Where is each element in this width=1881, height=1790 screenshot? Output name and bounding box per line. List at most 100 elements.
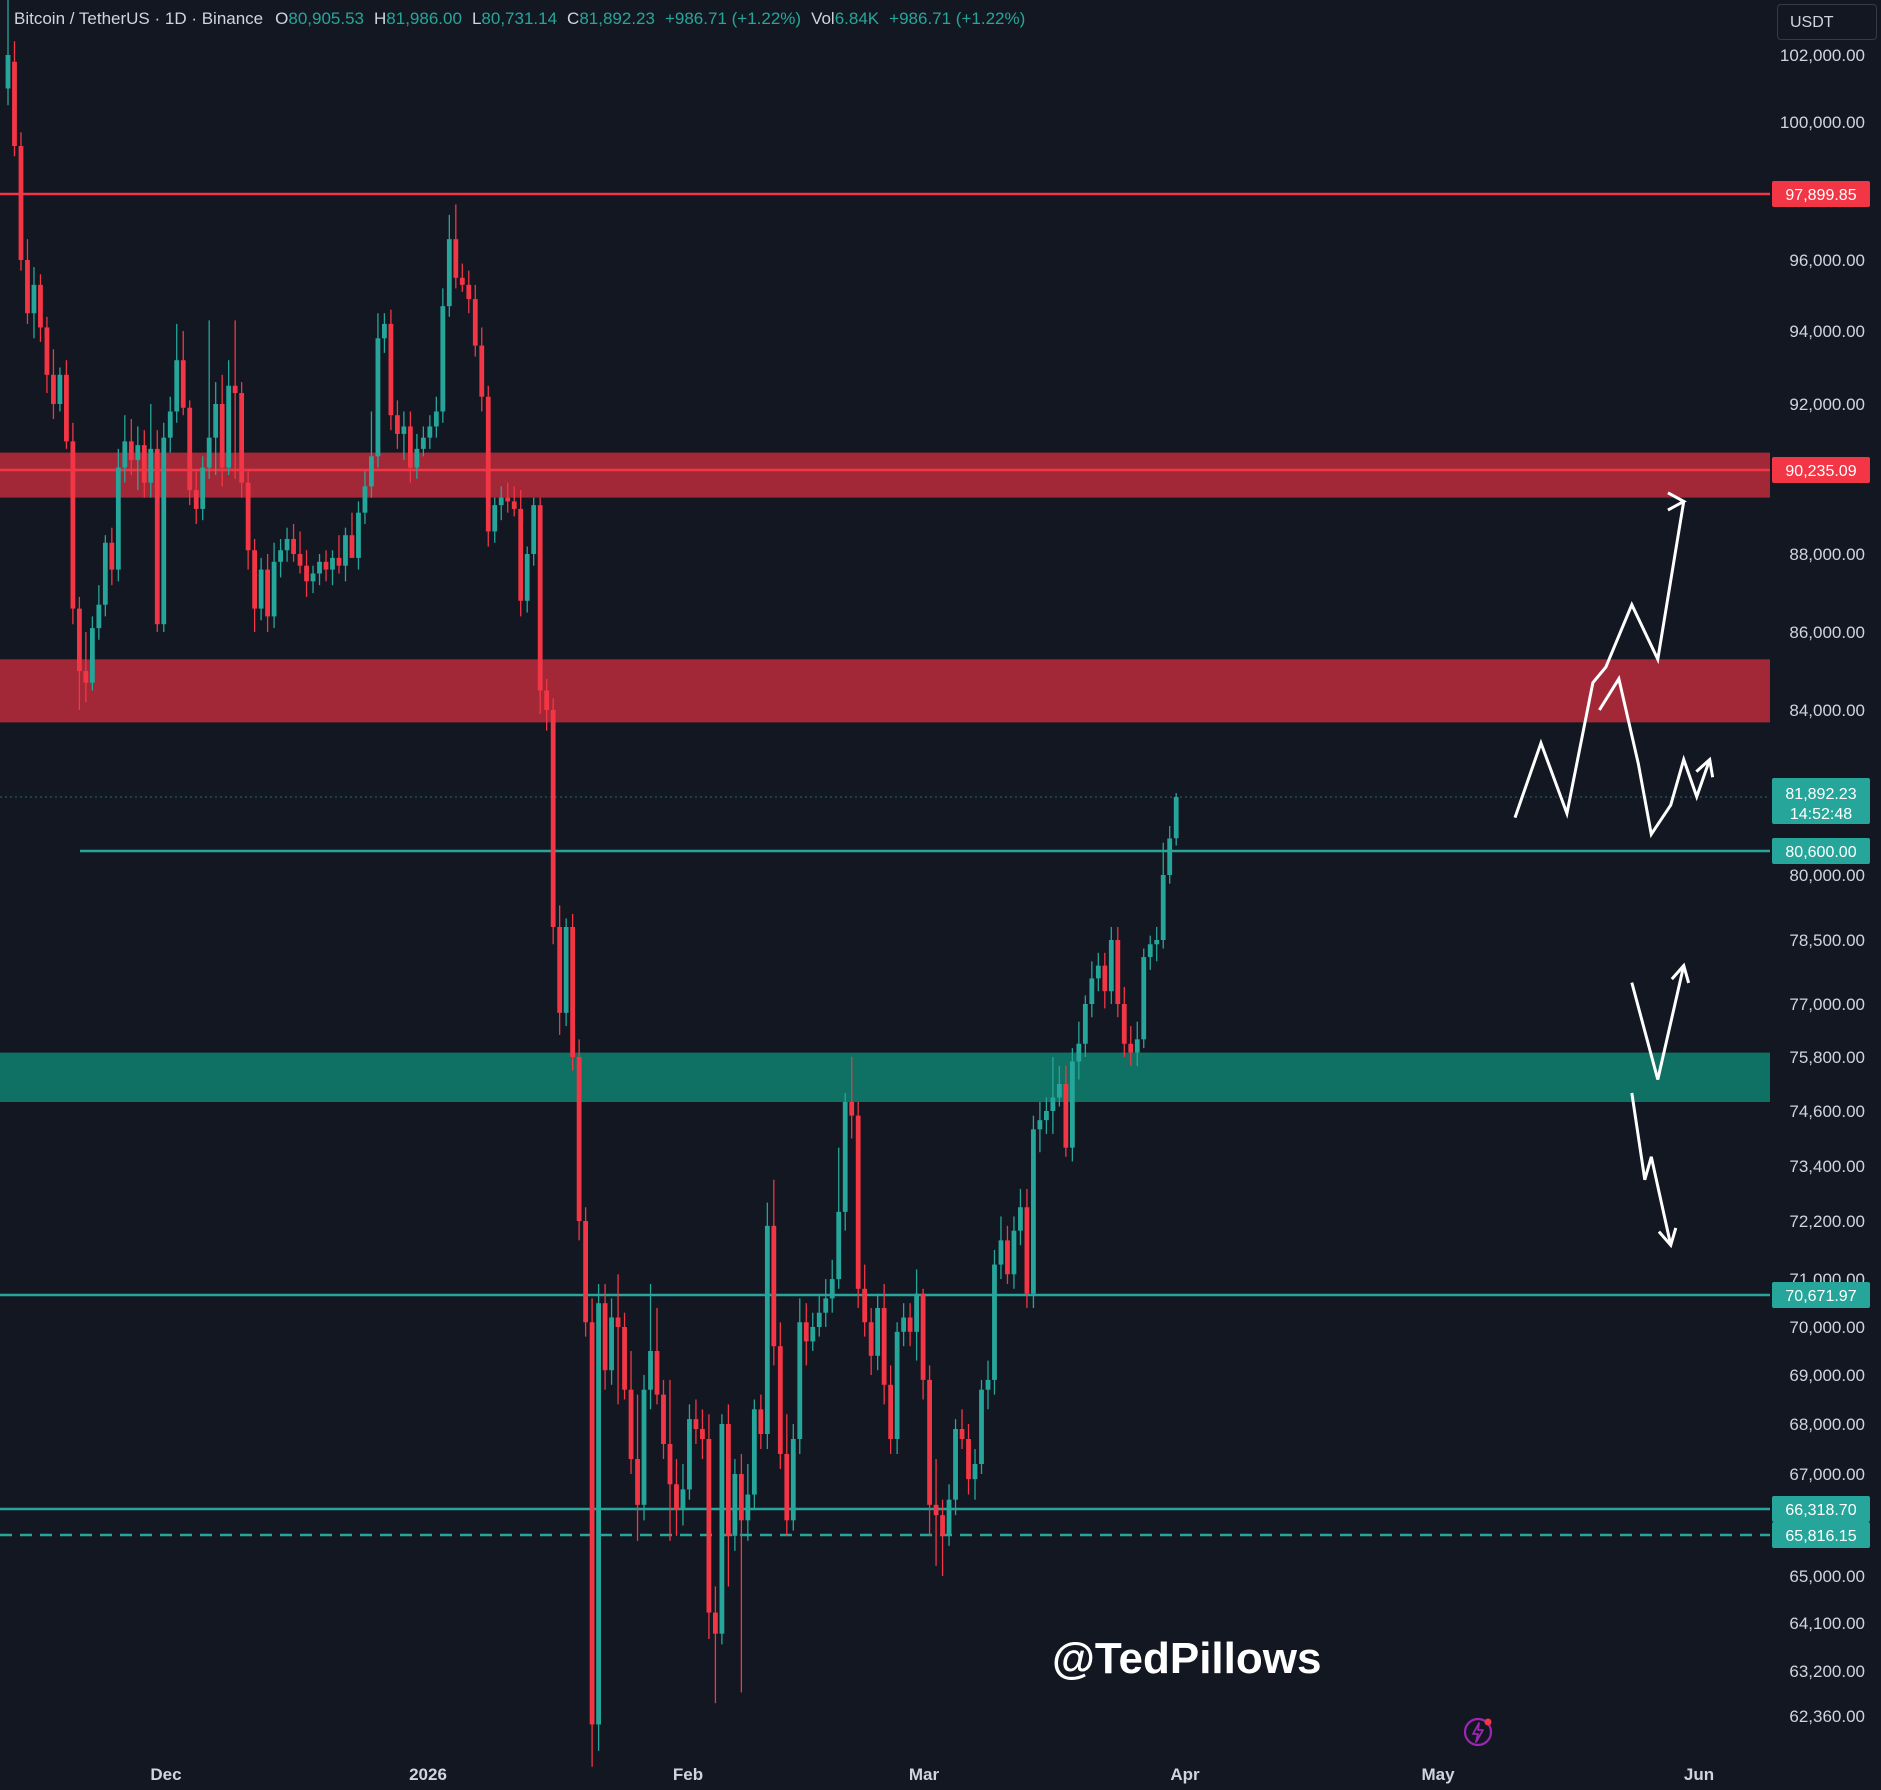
candle[interactable] [894,1322,900,1454]
candle[interactable] [855,1102,861,1308]
candle[interactable] [317,554,322,586]
candle[interactable] [219,374,225,487]
candle[interactable] [790,1424,796,1531]
candle[interactable] [933,1459,939,1566]
candle[interactable] [1160,842,1166,949]
candle[interactable] [407,411,413,483]
candle[interactable] [1108,927,1114,1004]
candle[interactable] [401,411,407,461]
candle[interactable] [829,1259,835,1313]
candle[interactable] [226,360,232,476]
candle[interactable] [784,1414,790,1536]
candle[interactable] [927,1365,932,1536]
candle[interactable] [356,501,361,570]
candle[interactable] [1082,995,1088,1057]
candle[interactable] [1069,1048,1075,1162]
candle[interactable] [570,914,576,1071]
projection-path-2[interactable] [1630,965,1686,1080]
candle[interactable] [901,1303,907,1347]
candle[interactable] [524,546,530,613]
candle[interactable] [816,1293,822,1337]
candle[interactable] [836,1147,842,1289]
candle[interactable] [907,1303,913,1347]
candle[interactable] [64,360,69,449]
candle[interactable] [1128,1026,1134,1066]
candle[interactable] [200,456,206,521]
candle[interactable] [485,385,491,547]
candle[interactable] [667,1379,673,1541]
candle[interactable] [745,1464,751,1541]
candle[interactable] [271,542,277,629]
candle[interactable] [953,1419,958,1516]
candle[interactable] [38,274,43,342]
candle[interactable] [1011,1216,1017,1289]
resistance-zone-0[interactable] [0,452,1770,498]
candle[interactable] [174,323,180,423]
candle[interactable] [1089,961,1095,1018]
candle[interactable] [1173,793,1179,846]
candle[interactable] [427,415,433,449]
candle[interactable] [498,486,504,521]
candle[interactable] [1063,1066,1069,1157]
candle[interactable] [1005,1225,1010,1284]
candle[interactable] [213,382,219,476]
support-zone-2[interactable] [0,1052,1770,1102]
currency-button[interactable]: USDT [1777,4,1877,40]
candle[interactable] [868,1307,874,1375]
candle[interactable] [102,535,108,617]
candle[interactable] [388,309,394,431]
candle[interactable] [544,678,550,731]
candle[interactable] [31,267,37,339]
candle[interactable] [278,538,283,578]
candle[interactable] [771,1179,777,1366]
candle[interactable] [674,1459,679,1536]
candle[interactable] [44,316,50,394]
last-price-label[interactable]: 81,892.23 14:52:48 [1772,778,1870,824]
candle[interactable] [141,430,147,498]
candle[interactable] [738,1454,744,1693]
candle[interactable] [823,1279,829,1327]
candle[interactable] [920,1288,926,1400]
price-label[interactable]: 90,235.09 [1772,457,1870,483]
candle[interactable] [83,632,89,703]
candle[interactable] [1044,1097,1049,1134]
candle[interactable] [700,1409,705,1459]
projection-path-1[interactable] [1598,674,1712,839]
candle[interactable] [414,433,420,479]
candle[interactable] [258,557,264,621]
candle[interactable] [641,1375,647,1521]
candle[interactable] [154,430,160,632]
candle[interactable] [1031,1115,1036,1308]
candle[interactable] [810,1312,816,1351]
candle[interactable] [232,320,238,479]
candle[interactable] [706,1414,712,1639]
candle[interactable] [1115,927,1121,1018]
candle[interactable] [1037,1102,1043,1153]
candle[interactable] [764,1202,770,1449]
candle[interactable] [382,313,387,353]
candle[interactable] [193,471,199,524]
candle[interactable] [609,1298,614,1385]
candle[interactable] [96,585,102,640]
candle[interactable] [252,538,258,632]
candle[interactable] [284,527,290,562]
candle[interactable] [51,349,56,419]
candle[interactable] [777,1322,783,1469]
candle[interactable] [875,1293,881,1371]
candle[interactable] [70,422,76,625]
candle[interactable] [336,535,342,574]
candle[interactable] [1121,986,1127,1057]
candle[interactable] [563,918,569,1027]
candle[interactable] [979,1379,984,1474]
resistance-zone-1[interactable] [0,659,1770,723]
candle[interactable] [239,382,245,498]
candle[interactable] [576,1039,582,1241]
candle[interactable] [310,565,316,593]
candle[interactable] [420,426,426,457]
candle[interactable] [12,41,17,157]
candle[interactable] [1056,1066,1062,1107]
candle[interactable] [148,404,154,498]
candle[interactable] [687,1404,692,1500]
lightning-icon[interactable] [1462,1716,1494,1748]
